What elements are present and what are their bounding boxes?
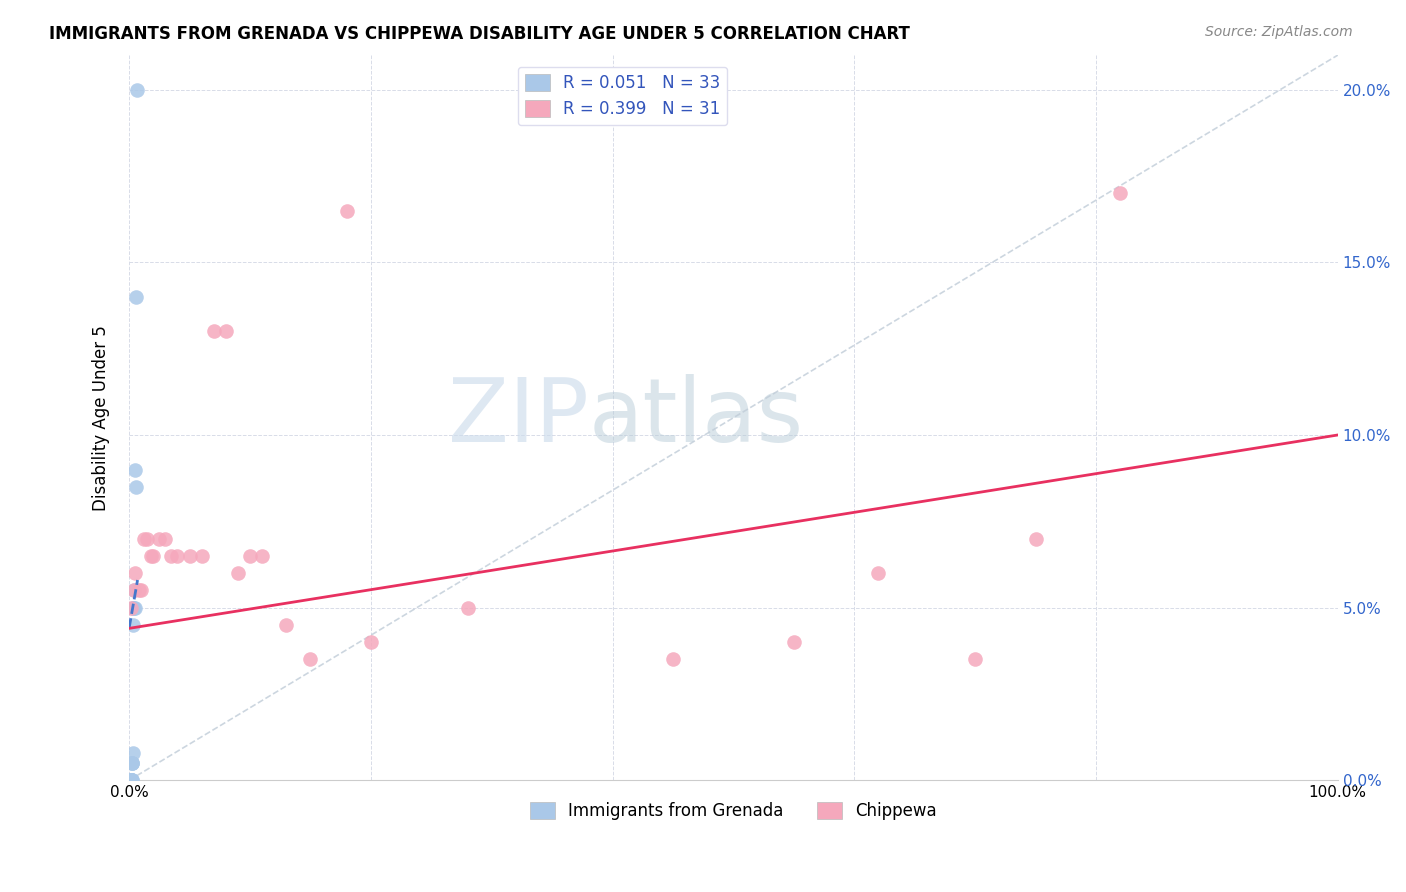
Point <box>122 618 145 632</box>
Point <box>124 600 146 615</box>
Point <box>121 773 143 788</box>
Point <box>1025 532 1047 546</box>
Point <box>122 600 145 615</box>
Point <box>166 549 188 563</box>
Point <box>121 773 143 788</box>
Point <box>121 756 143 770</box>
Point <box>121 773 143 788</box>
Point <box>125 480 148 494</box>
Text: IMMIGRANTS FROM GRENADA VS CHIPPEWA DISABILITY AGE UNDER 5 CORRELATION CHART: IMMIGRANTS FROM GRENADA VS CHIPPEWA DISA… <box>49 25 910 43</box>
Text: Source: ZipAtlas.com: Source: ZipAtlas.com <box>1205 25 1353 39</box>
Point <box>190 549 212 563</box>
Point <box>124 462 146 476</box>
Point <box>226 566 249 581</box>
Point <box>1109 186 1132 201</box>
Point <box>121 600 143 615</box>
Point <box>148 532 170 546</box>
Point <box>120 773 142 788</box>
Point <box>868 566 890 581</box>
Point <box>160 549 183 563</box>
Point <box>121 773 143 788</box>
Point <box>299 652 322 666</box>
Point <box>124 566 146 581</box>
Point <box>118 773 141 788</box>
Point <box>120 773 142 788</box>
Point <box>120 773 142 788</box>
Point <box>120 773 142 788</box>
Point <box>118 773 141 788</box>
Y-axis label: Disability Age Under 5: Disability Age Under 5 <box>93 325 110 510</box>
Point <box>121 756 143 770</box>
Point <box>202 325 225 339</box>
Point <box>118 773 141 788</box>
Point <box>179 549 201 563</box>
Point <box>139 549 162 563</box>
Point <box>122 583 145 598</box>
Point <box>120 773 142 788</box>
Point <box>122 600 145 615</box>
Point <box>118 773 141 788</box>
Point <box>155 532 177 546</box>
Point <box>965 652 987 666</box>
Point <box>239 549 262 563</box>
Point <box>136 532 159 546</box>
Point <box>142 549 165 563</box>
Point <box>276 618 298 632</box>
Point <box>250 549 273 563</box>
Point <box>121 773 143 788</box>
Point <box>215 325 238 339</box>
Legend: Immigrants from Grenada, Chippewa: Immigrants from Grenada, Chippewa <box>523 795 943 826</box>
Point <box>122 600 145 615</box>
Point <box>783 635 806 649</box>
Point <box>120 773 142 788</box>
Point <box>125 83 148 97</box>
Point <box>360 635 382 649</box>
Point <box>129 583 152 598</box>
Point <box>120 773 142 788</box>
Point <box>122 583 145 598</box>
Text: atlas: atlas <box>588 375 803 461</box>
Point <box>336 203 359 218</box>
Point <box>121 756 143 770</box>
Point <box>120 773 142 788</box>
Point <box>120 773 142 788</box>
Point <box>457 600 479 615</box>
Point <box>120 773 142 788</box>
Point <box>662 652 685 666</box>
Point <box>121 746 143 760</box>
Point <box>132 532 155 546</box>
Point <box>128 583 150 598</box>
Text: ZIP: ZIP <box>447 375 588 461</box>
Point <box>125 290 148 304</box>
